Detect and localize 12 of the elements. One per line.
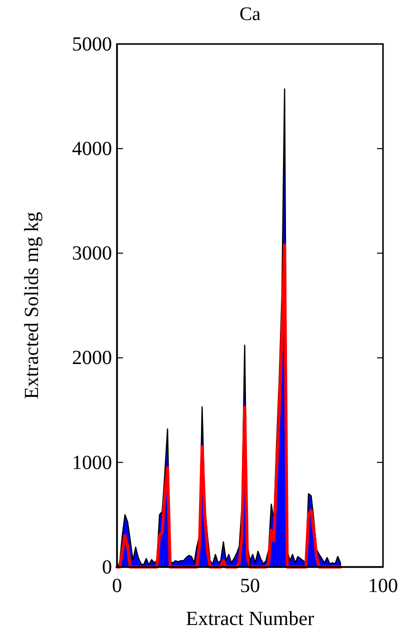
y-axis-title: Extracted Solids mg kg [21, 212, 43, 400]
x-tick-label: 100 [368, 575, 398, 597]
y-tick-label: 0 [102, 556, 112, 578]
y-tick-label: 2000 [72, 347, 112, 370]
y-tick-label: 1000 [72, 452, 112, 474]
line-series [116, 243, 342, 568]
chart-title: Ca [239, 4, 262, 25]
y-tick-label: 3000 [72, 242, 112, 265]
x-axis-title: Extract Number [186, 608, 314, 630]
x-tick-label: 50 [240, 575, 260, 597]
y-tick-label: 5000 [72, 33, 112, 56]
y-tick-label: 4000 [72, 138, 112, 160]
